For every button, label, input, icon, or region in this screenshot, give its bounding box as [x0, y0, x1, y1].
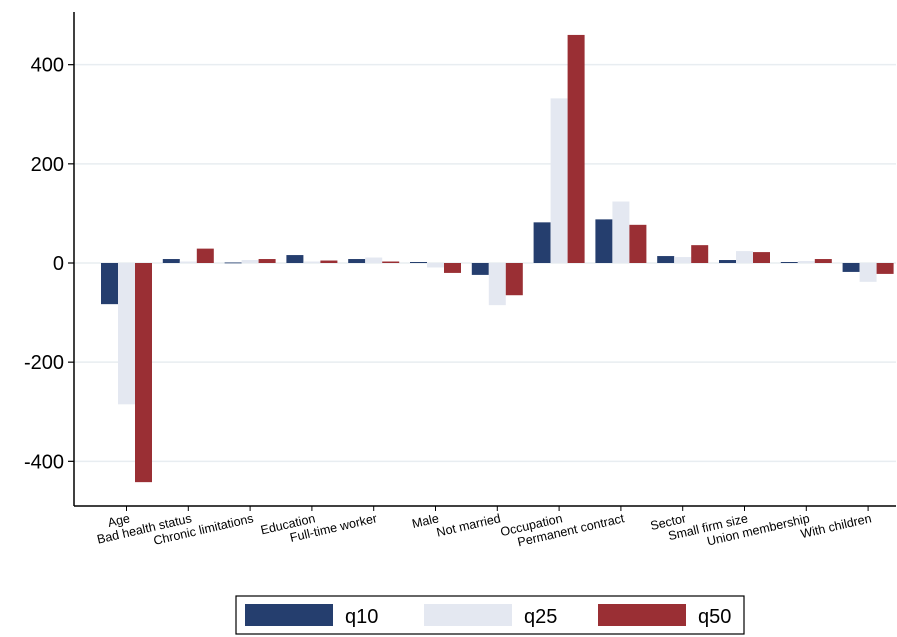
bar-q50 — [753, 252, 770, 263]
legend-label-q50: q50 — [698, 606, 731, 628]
bar-q25 — [303, 261, 321, 263]
bar-q50 — [382, 261, 400, 263]
bar-q10 — [780, 262, 798, 263]
bar-q50 — [567, 34, 585, 263]
bar-q25 — [488, 263, 506, 306]
legend-swatch-q25 — [424, 604, 512, 626]
bar-q50 — [505, 263, 523, 296]
y-tick-label: 400 — [31, 55, 64, 77]
bar-q10 — [224, 262, 242, 264]
bar-q10 — [162, 259, 180, 263]
bar-q25 — [427, 263, 444, 268]
bar-q25 — [612, 201, 630, 263]
bar-q25 — [365, 257, 383, 263]
x-tick-label: Male — [411, 511, 441, 531]
bar-q50 — [444, 263, 461, 273]
bars — [101, 34, 894, 483]
bar-q25 — [179, 261, 197, 263]
legend-swatch-q50 — [598, 604, 686, 626]
bar-q10 — [101, 263, 118, 305]
y-tick-labels: 400 200 0 -200 -400 — [24, 55, 74, 473]
legend-label-q10: q10 — [345, 606, 378, 628]
bar-q50 — [196, 248, 214, 263]
bar-q10 — [595, 219, 613, 263]
y-tick-label: -200 — [24, 352, 64, 374]
bar-q10 — [410, 262, 427, 263]
bar-q50 — [876, 263, 894, 274]
y-tick-label: 200 — [31, 154, 64, 176]
bar-q50 — [629, 224, 647, 263]
bar-q10 — [842, 263, 860, 272]
bar-q50 — [814, 259, 832, 263]
bar-q10 — [719, 260, 736, 263]
bar-q25 — [674, 257, 692, 263]
bar-q50 — [258, 259, 276, 263]
bar-q25 — [241, 260, 259, 263]
bar-q25 — [736, 251, 753, 263]
y-tick-label: 0 — [53, 253, 64, 275]
y-tick-label: -400 — [24, 451, 64, 473]
legend-swatch-q10 — [245, 604, 333, 626]
bar-q25 — [797, 261, 815, 263]
bar-q10 — [348, 259, 366, 263]
bar-q50 — [320, 260, 338, 263]
x-tick-label: Age — [106, 511, 131, 530]
bar-q25 — [859, 263, 877, 282]
bar-q10 — [533, 222, 551, 263]
bar-q50 — [691, 245, 709, 263]
bar-q10 — [471, 263, 489, 275]
bar-q10 — [286, 255, 304, 263]
bar-q10 — [657, 256, 675, 263]
legend-label-q25: q25 — [524, 606, 557, 628]
bar-q50 — [135, 263, 152, 483]
legend: q10 q25 q50 — [235, 595, 745, 635]
bar-q25 — [118, 263, 135, 405]
bar-q25 — [550, 98, 568, 263]
